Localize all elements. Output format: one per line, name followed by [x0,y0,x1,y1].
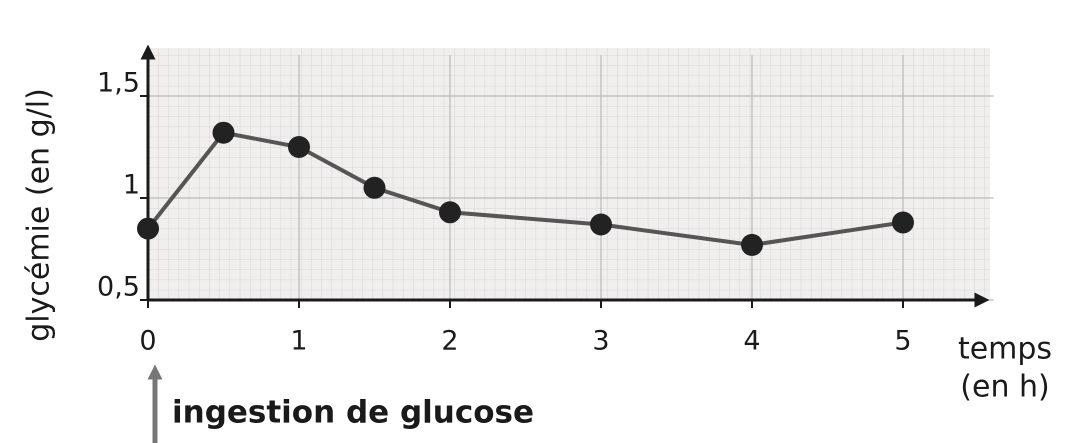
annotation: ingestion de glucose [172,395,534,431]
data-point [892,211,914,234]
x-axis-label: (en h) [960,370,1049,405]
data-point [439,201,461,224]
data-point [741,233,763,256]
data-point [137,217,159,240]
y-tick-label: 1,5 [97,68,140,99]
y-tick-label: 0,5 [97,272,140,303]
data-point [363,176,386,199]
x-tick-label: 3 [592,326,609,357]
data-point [212,121,235,144]
x-tick-label: 5 [894,326,911,357]
x-tick-label: 2 [441,326,458,357]
data-point [288,136,310,158]
data-point [590,213,612,236]
y-tick-label: 1 [123,170,140,201]
minor-grid [148,48,990,300]
y-axis-label: glycémie (en g/l) [22,88,57,342]
x-tick-label: 0 [139,326,156,357]
data-line [146,130,904,247]
x-tick-label: 1 [290,326,307,357]
x-tick-label: 4 [743,326,760,357]
x-axis-label: temps [958,332,1052,367]
